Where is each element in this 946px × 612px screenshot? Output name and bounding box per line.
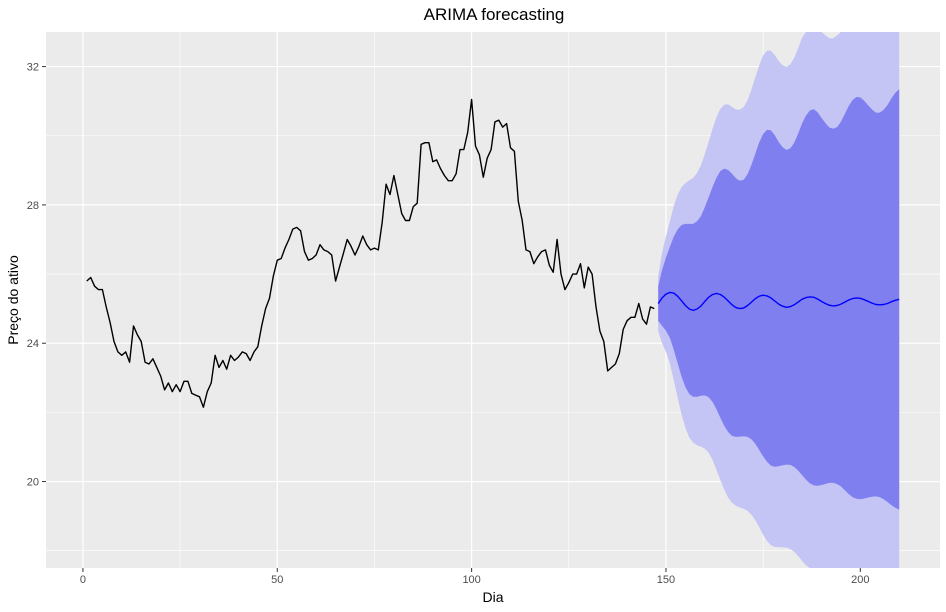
forecast-bands bbox=[658, 32, 900, 568]
x-tick-label: 150 bbox=[657, 574, 675, 586]
x-tick-label: 50 bbox=[271, 574, 283, 586]
y-tick-label: 24 bbox=[27, 338, 39, 350]
y-axis-title: Preço do ativo bbox=[5, 255, 21, 345]
x-axis: 0 50 100 150 200 bbox=[80, 568, 869, 586]
x-tick-label: 100 bbox=[462, 574, 480, 586]
history-line bbox=[86, 98, 655, 408]
y-tick-label: 28 bbox=[27, 200, 39, 212]
y-tick-label: 32 bbox=[27, 62, 39, 74]
y-tick-label: 20 bbox=[27, 477, 39, 489]
chart-title: ARIMA forecasting bbox=[424, 5, 565, 24]
x-tick-label: 200 bbox=[851, 574, 869, 586]
grid-major-lines bbox=[46, 32, 940, 568]
y-axis: 20 24 28 32 bbox=[27, 62, 46, 489]
forecast-mean-line bbox=[657, 291, 900, 312]
x-tick-label: 0 bbox=[80, 574, 86, 586]
x-axis-title: Dia bbox=[482, 589, 503, 605]
prediction-band-80 bbox=[658, 89, 900, 510]
series-lines bbox=[86, 98, 900, 408]
